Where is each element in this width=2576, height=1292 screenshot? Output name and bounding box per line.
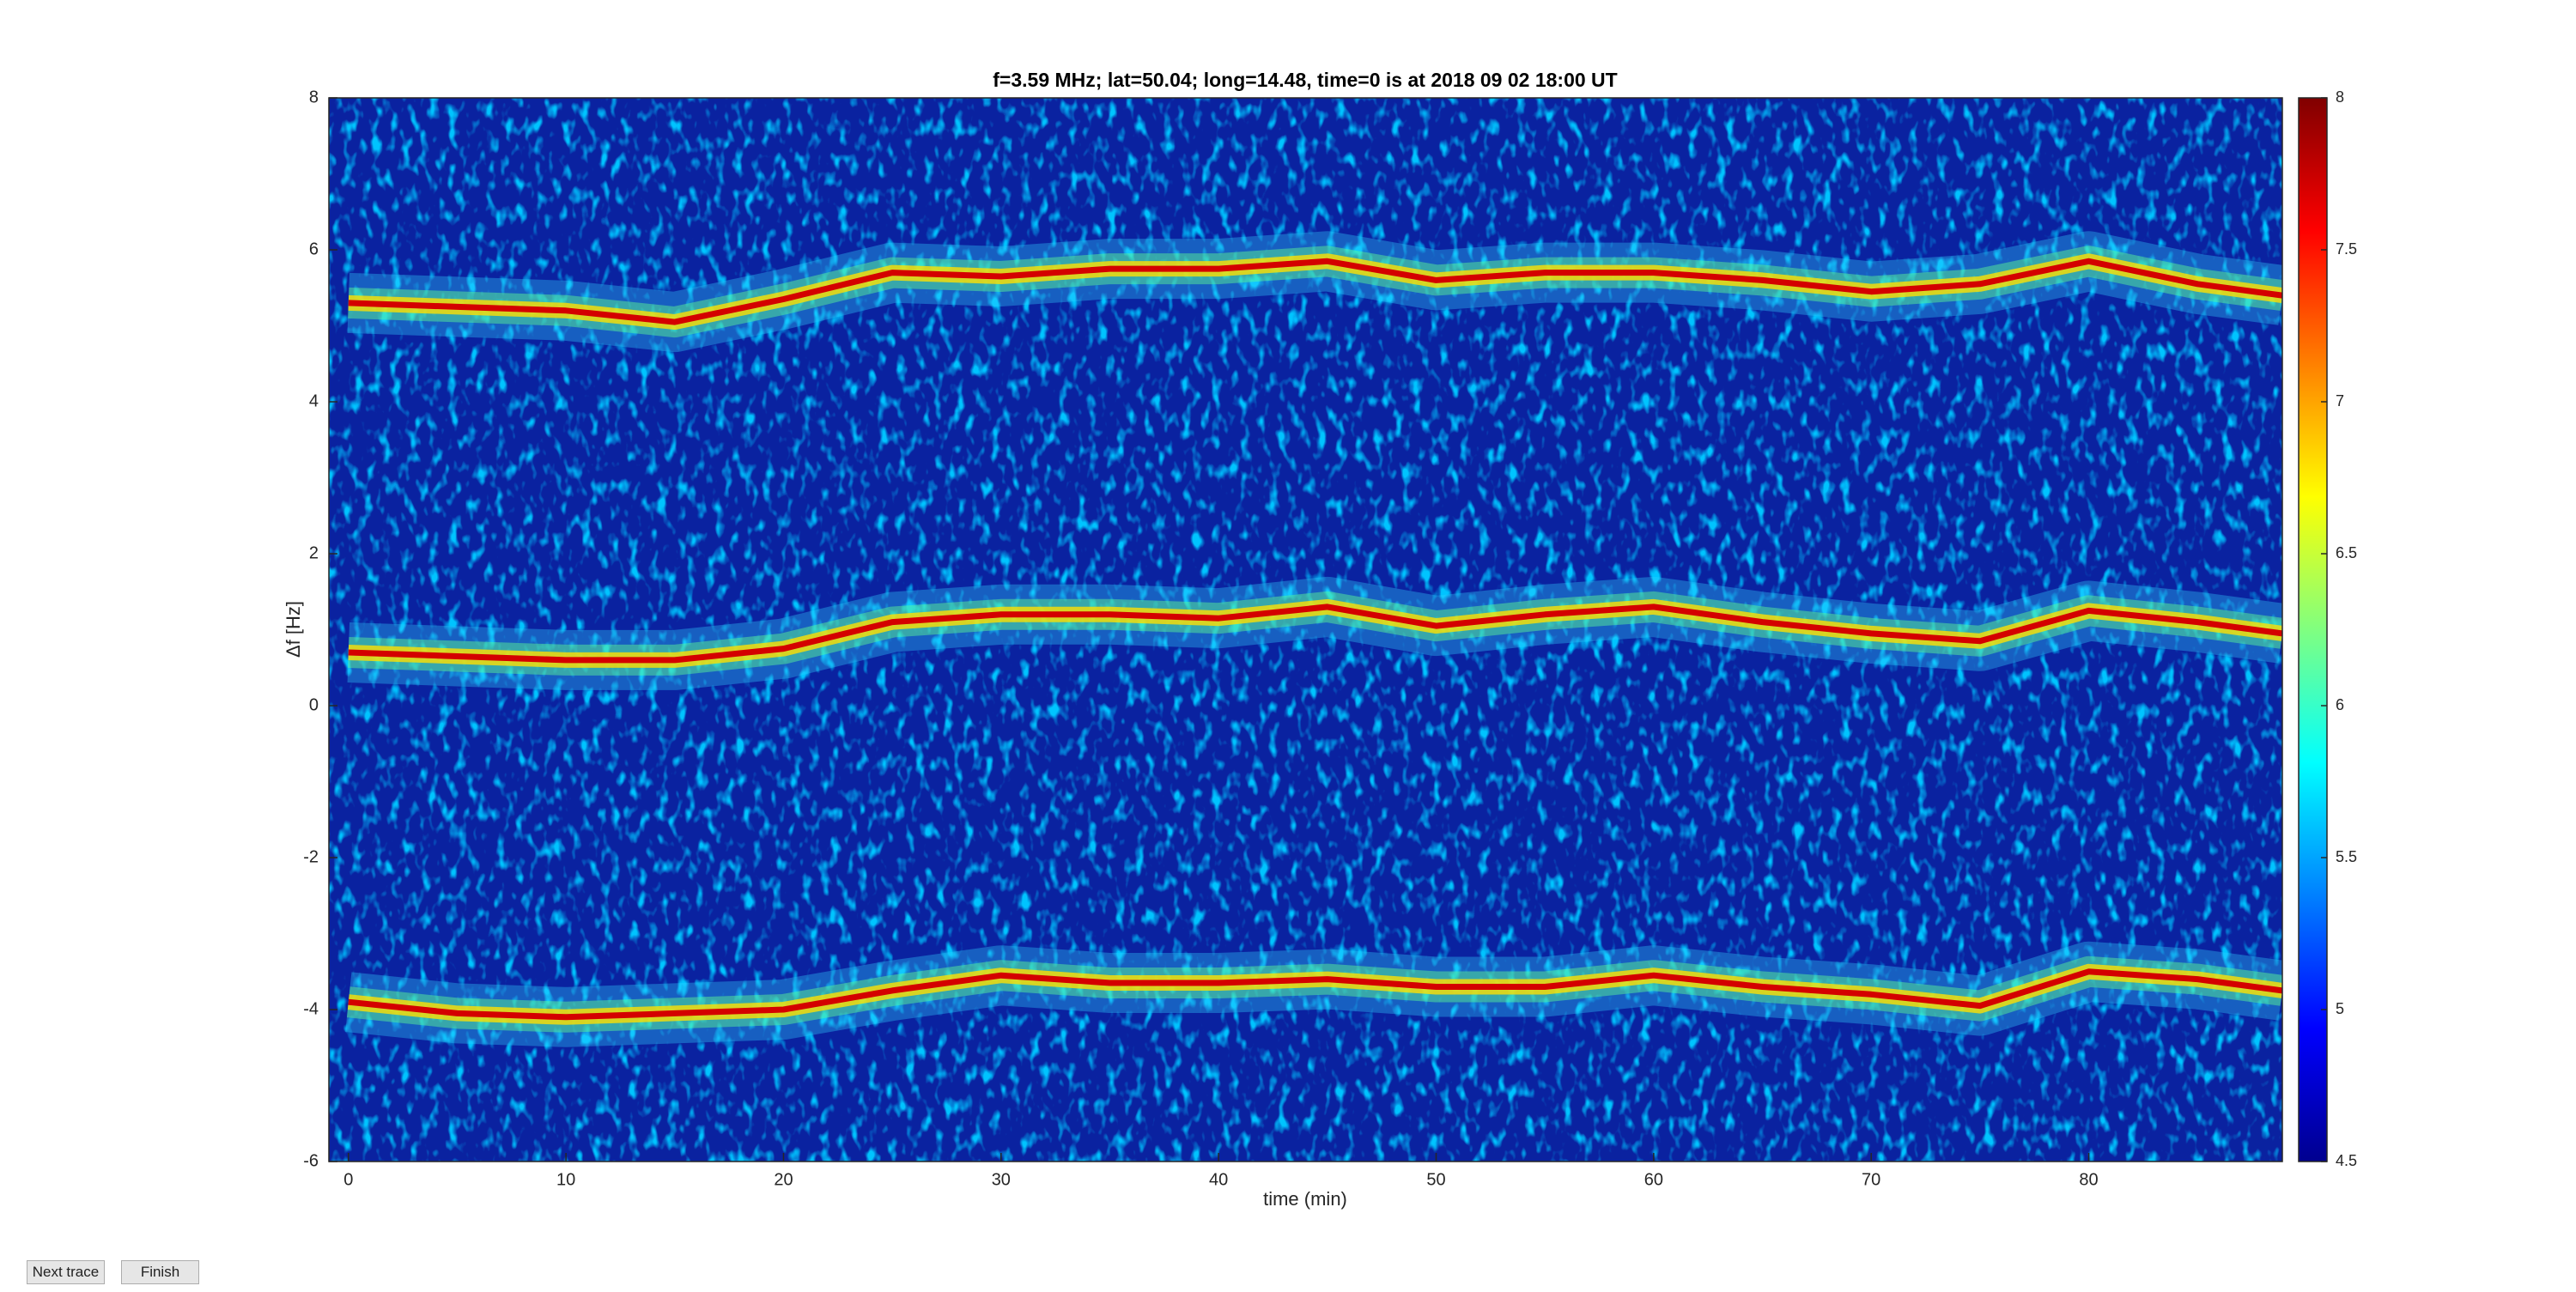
- y-tick-label: -6: [303, 1151, 319, 1170]
- y-tick-label: 6: [309, 240, 319, 258]
- y-tick-label: -2: [303, 847, 319, 866]
- traces: [345, 231, 2282, 1047]
- colorbar-tick-label: 5: [2336, 1000, 2344, 1017]
- y-tick-label: 8: [309, 88, 319, 106]
- trace-line: [348, 604, 2282, 664]
- trace-line: [348, 968, 2282, 1021]
- x-axis-label: time (min): [1263, 1188, 1347, 1210]
- y-tick-label: -4: [303, 999, 319, 1018]
- x-tick-label: 50: [1426, 1170, 1445, 1189]
- colorbar-tick-label: 4.5: [2336, 1152, 2357, 1169]
- colorbar-tick-label: 7: [2336, 392, 2344, 409]
- y-tick-label: 2: [309, 543, 319, 562]
- colorbar: [2298, 97, 2328, 1162]
- x-tick-label: 0: [343, 1170, 353, 1189]
- colorbar-tick-label: 8: [2336, 88, 2344, 106]
- x-tick-label: 30: [992, 1170, 1011, 1189]
- x-tick-label: 80: [2079, 1170, 2098, 1189]
- chart-title: f=3.59 MHz; lat=50.04; long=14.48, time=…: [993, 69, 1617, 91]
- finish-button[interactable]: Finish: [121, 1260, 199, 1284]
- y-tick-label: 4: [309, 391, 319, 410]
- axes-box: [328, 97, 2283, 1162]
- figure: f=3.59 MHz; lat=50.04; long=14.48, time=…: [283, 69, 2357, 1210]
- x-tick-label: 40: [1209, 1170, 1228, 1189]
- x-tick-label: 60: [1644, 1170, 1663, 1189]
- y-tick-label: 0: [309, 695, 319, 714]
- y-axis-label: Δf [Hz]: [283, 601, 304, 658]
- next-trace-button[interactable]: Next trace: [27, 1260, 105, 1284]
- x-tick-label: 70: [1862, 1170, 1880, 1189]
- colorbar-tick-label: 6.5: [2336, 544, 2357, 561]
- x-tick-label: 10: [556, 1170, 575, 1189]
- trace-line: [348, 258, 2282, 325]
- colorbar-tick-label: 7.5: [2336, 240, 2357, 258]
- colorbar-tick-label: 6: [2336, 696, 2344, 713]
- colorbar-tick-label: 5.5: [2336, 848, 2357, 865]
- x-tick-label: 20: [774, 1170, 793, 1189]
